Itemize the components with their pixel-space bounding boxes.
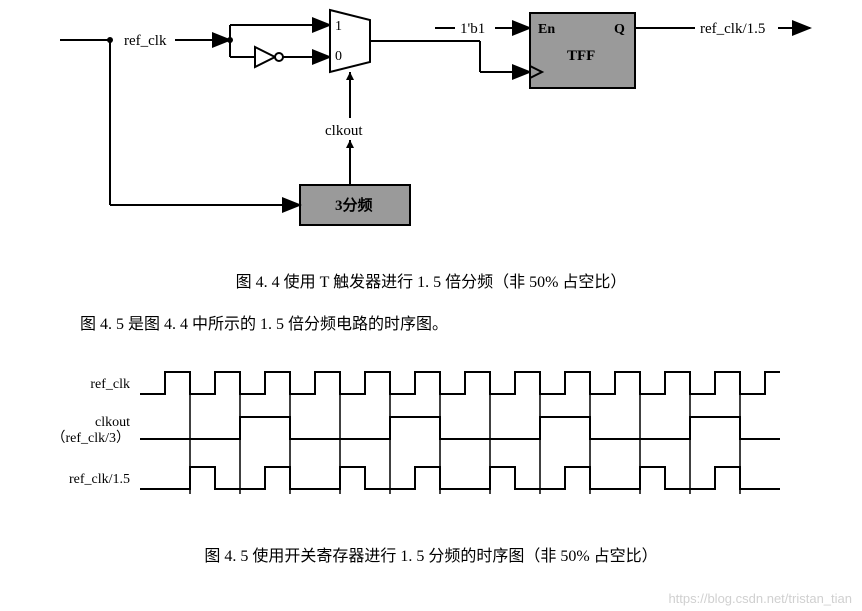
en-label: En (538, 22, 555, 37)
mux-in1: 1 (335, 19, 342, 34)
watermark: https://blog.csdn.net/tristan_tian (668, 591, 852, 606)
refclk-label: ref_clk (124, 33, 167, 49)
circuit-diagram: ref_clk 1 0 clkout 3分频 (0, 0, 862, 260)
svg-text:clkout（ref_clk/3）: clkout（ref_clk/3） (51, 415, 130, 446)
clkout-label: clkout (325, 123, 363, 139)
timing-diagram: ref_clk clkout（ref_clk/3） ref_clk/1.5 (0, 352, 862, 522)
caption-4-4: 图 4. 4 使用 T 触发器进行 1. 5 倍分频（非 50% 占空比） (0, 268, 862, 292)
circuit-svg: ref_clk 1 0 clkout 3分频 (0, 0, 862, 260)
description-text: 图 4. 5 是图 4. 4 中所示的 1. 5 倍分频电路的时序图。 (80, 310, 862, 334)
q-label: Q (614, 22, 625, 37)
tff-label: TFF (567, 48, 595, 64)
mux-in0: 0 (335, 49, 342, 64)
onebit-label: 1'b1 (460, 21, 485, 37)
div3-label: 3分频 (335, 196, 373, 214)
svg-text:ref_clk: ref_clk (90, 377, 130, 392)
svg-text:ref_clk/1.5: ref_clk/1.5 (69, 472, 130, 487)
timing-svg: ref_clk clkout（ref_clk/3） ref_clk/1.5 (0, 352, 862, 522)
output-label: ref_clk/1.5 (700, 21, 765, 37)
caption-4-5: 图 4. 5 使用开关寄存器进行 1. 5 分频的时序图（非 50% 占空比） (0, 542, 862, 566)
